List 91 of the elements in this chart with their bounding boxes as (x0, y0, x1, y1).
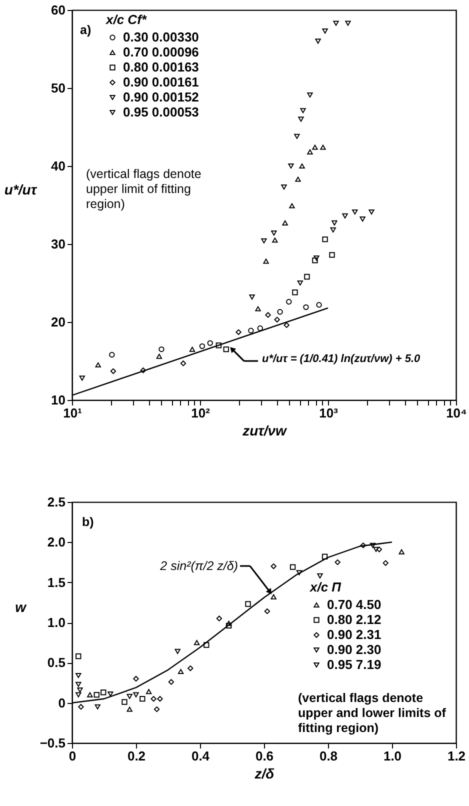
y-tick-label: 60 (51, 2, 66, 18)
legend-label: 0.80 2.12 (327, 612, 382, 628)
point (322, 554, 328, 560)
point (226, 622, 232, 629)
legend-title: x/c Cf* (105, 12, 148, 27)
x-axis-title: zuτ/νw (242, 422, 288, 438)
y-tick-label: 40 (51, 158, 66, 174)
y-tick-label: 20 (51, 314, 66, 330)
legend-label: 0.90 2.30 (327, 642, 382, 658)
point (126, 706, 132, 712)
point (87, 692, 93, 698)
point (382, 560, 388, 566)
point (370, 542, 376, 548)
y-tick-label: 0 (58, 695, 66, 710)
annotation: 2 sin²(π/2 z/δ) (159, 559, 238, 573)
point (76, 653, 82, 660)
point (216, 616, 222, 622)
legend-label: 0.70 0.00096 (123, 44, 199, 60)
point (168, 679, 174, 685)
annotation: b) (82, 515, 94, 529)
annotation: u*/uτ = (1/0.41) ln(zuτ/νw) + 5.0 (262, 353, 422, 365)
point (245, 601, 251, 607)
x-axis-title: z/δ (254, 766, 275, 782)
point (188, 665, 194, 672)
point (140, 696, 146, 702)
point (376, 546, 382, 552)
annotation: a) (80, 23, 92, 37)
legend-label: 0.95 0.00053 (123, 104, 199, 120)
point (317, 573, 323, 578)
point (133, 692, 139, 698)
point (146, 689, 152, 694)
legend-title: x/c Π (309, 580, 342, 595)
x-tick-label: 0.6 (255, 748, 274, 764)
point (100, 690, 106, 696)
point (122, 699, 128, 705)
x-tick-label: 1.2 (447, 748, 466, 764)
point (94, 704, 100, 710)
y-axis-title: w (15, 599, 28, 615)
point (157, 696, 163, 702)
point (194, 640, 200, 646)
x-tick-label: 0.4 (191, 748, 210, 764)
point (76, 692, 82, 698)
y-axis-title: u*/uτ (4, 182, 38, 198)
point (178, 668, 184, 674)
point (296, 570, 302, 576)
point (76, 672, 82, 678)
y-tick-label: 50 (51, 80, 66, 96)
legend-label: 0.90 0.00161 (123, 74, 199, 90)
y-tick-label: −0.5 (40, 736, 66, 750)
point (154, 706, 160, 712)
legend-label: 0.95 7.19 (327, 657, 382, 672)
x-tick-label: 10² (191, 406, 211, 420)
point (373, 546, 379, 552)
point (77, 687, 83, 693)
legend-label: 0.80 0.00163 (123, 60, 199, 74)
point (290, 564, 296, 570)
point (204, 642, 210, 648)
y-tick-label: 2.5 (47, 494, 66, 510)
point (94, 692, 100, 698)
point (126, 694, 132, 699)
y-tick-label: 1.0 (47, 615, 66, 630)
x-tick-label: 10⁴ (446, 406, 467, 420)
point (76, 682, 82, 687)
x-tick-label: 10¹ (63, 406, 82, 420)
x-tick-label: 1.0 (383, 748, 402, 764)
point (133, 676, 139, 682)
y-tick-label: 2.0 (47, 534, 66, 550)
x-tick-label: 0.8 (319, 748, 338, 764)
point (334, 559, 340, 566)
point (398, 549, 404, 554)
x-tick-label: 10³ (319, 406, 339, 420)
point (226, 620, 232, 626)
x-tick-label: 0 (68, 748, 76, 764)
legend-label: 0.90 2.31 (327, 627, 382, 642)
y-tick-label: 0.5 (47, 655, 66, 670)
legend-label: 0.90 0.00152 (123, 90, 199, 104)
point (150, 696, 156, 702)
annotation: (vertical flags denote upper and lower limits of fitting region) (298, 691, 447, 735)
legend-label: 0.70 4.50 (327, 597, 382, 612)
annotation: (vertical flags denote upper limit of fitting region) (86, 167, 202, 211)
point (108, 691, 114, 697)
y-tick-label: 10 (51, 392, 66, 408)
point (174, 648, 180, 654)
point (270, 563, 276, 570)
x-tick-label: 0.2 (127, 748, 146, 764)
point (270, 594, 276, 600)
point (264, 608, 270, 614)
y-tick-label: 30 (51, 236, 66, 252)
legend-label: 0.30 0.00330 (123, 30, 199, 44)
y-tick-label: 1.5 (47, 574, 66, 590)
point (78, 704, 84, 710)
